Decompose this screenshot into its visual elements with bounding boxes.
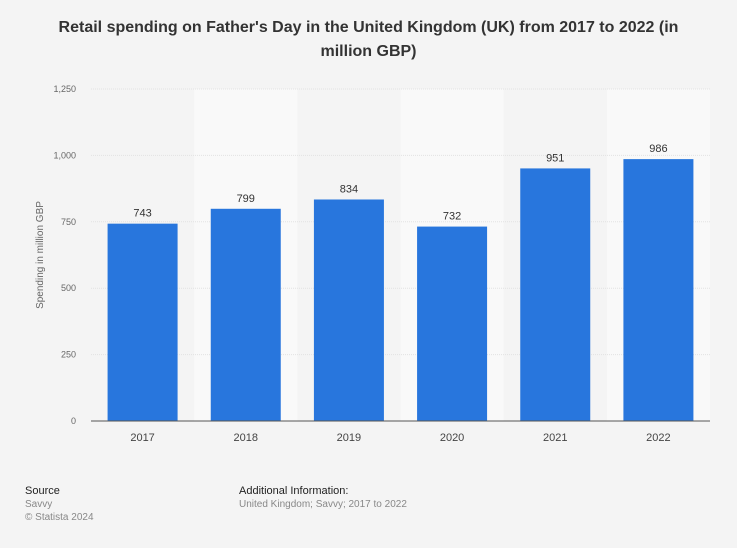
- source-label: Source: [25, 485, 60, 497]
- x-tick-label: 2019: [337, 432, 361, 444]
- data-label: 732: [443, 211, 461, 223]
- copyright: © Statista 2024: [25, 512, 94, 523]
- bar-2022: [623, 159, 694, 421]
- y-tick-label: 1,250: [53, 84, 76, 94]
- bar-2021: [520, 168, 591, 421]
- data-label: 799: [237, 193, 255, 205]
- y-tick-label: 0: [71, 416, 76, 426]
- data-label: 834: [340, 183, 358, 195]
- data-label: 951: [546, 152, 564, 164]
- additional-info-label: Additional Information:: [239, 485, 349, 497]
- y-tick-label: 750: [61, 217, 76, 227]
- bar-2019: [313, 199, 384, 421]
- additional-info-block: Additional Information: United Kingdom; …: [239, 485, 407, 511]
- y-tick-label: 1,000: [53, 150, 76, 160]
- y-tick-label: 500: [61, 283, 76, 293]
- data-label: 986: [649, 143, 667, 155]
- source-block: Source Savvy © Statista 2024: [25, 485, 94, 524]
- bar-2018: [210, 208, 281, 421]
- data-label: 743: [133, 208, 151, 220]
- x-tick-label: 2018: [234, 432, 258, 444]
- additional-info-value: United Kingdom; Savvy; 2017 to 2022: [239, 499, 407, 510]
- x-tick-label: 2017: [130, 432, 154, 444]
- bar-2020: [417, 226, 488, 421]
- x-tick-label: 2021: [543, 432, 567, 444]
- x-tick-label: 2020: [440, 432, 464, 444]
- source-value: Savvy: [25, 499, 53, 510]
- bar-2017: [107, 223, 178, 421]
- y-axis-label: Spending in million GBP: [35, 201, 46, 309]
- y-tick-label: 250: [61, 350, 76, 360]
- chart-title: Retail spending on Father's Day in the U…: [58, 19, 679, 60]
- x-tick-label: 2022: [646, 432, 670, 444]
